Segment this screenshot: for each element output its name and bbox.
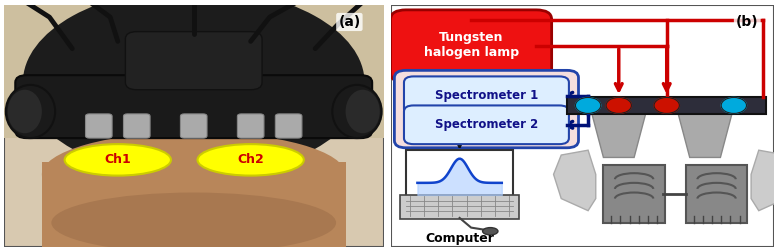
FancyBboxPatch shape xyxy=(391,10,552,82)
Bar xyxy=(4,5,384,138)
Text: Spectrometer 1: Spectrometer 1 xyxy=(435,89,538,102)
FancyBboxPatch shape xyxy=(237,114,264,138)
Ellipse shape xyxy=(23,0,365,177)
Text: Spectrometer 2: Spectrometer 2 xyxy=(435,118,538,131)
FancyBboxPatch shape xyxy=(180,114,207,138)
Ellipse shape xyxy=(332,85,382,138)
FancyBboxPatch shape xyxy=(275,114,302,138)
Circle shape xyxy=(654,98,679,113)
Ellipse shape xyxy=(482,228,498,235)
FancyBboxPatch shape xyxy=(404,105,569,144)
Polygon shape xyxy=(554,150,596,211)
Circle shape xyxy=(721,98,747,113)
Ellipse shape xyxy=(198,144,304,176)
FancyBboxPatch shape xyxy=(16,75,372,138)
Text: Tungsten
halogen lamp: Tungsten halogen lamp xyxy=(423,31,519,59)
Text: Computer: Computer xyxy=(425,232,494,245)
Bar xyxy=(604,165,664,223)
Circle shape xyxy=(606,98,632,113)
Bar xyxy=(42,162,345,247)
Bar xyxy=(567,97,766,114)
Ellipse shape xyxy=(42,132,345,217)
FancyBboxPatch shape xyxy=(406,150,513,201)
Ellipse shape xyxy=(5,85,55,138)
FancyBboxPatch shape xyxy=(404,76,569,115)
Bar xyxy=(686,165,747,223)
Ellipse shape xyxy=(51,193,336,252)
Text: (a): (a) xyxy=(338,15,360,29)
Ellipse shape xyxy=(65,144,171,176)
Text: Ch2: Ch2 xyxy=(237,153,264,166)
Text: (b): (b) xyxy=(736,15,759,29)
FancyBboxPatch shape xyxy=(125,32,262,90)
Polygon shape xyxy=(592,114,646,158)
FancyBboxPatch shape xyxy=(394,70,579,148)
Ellipse shape xyxy=(345,90,380,133)
Polygon shape xyxy=(678,114,732,158)
FancyBboxPatch shape xyxy=(400,195,519,219)
Ellipse shape xyxy=(8,90,42,133)
FancyBboxPatch shape xyxy=(124,114,150,138)
Polygon shape xyxy=(751,150,778,211)
FancyBboxPatch shape xyxy=(86,114,112,138)
Circle shape xyxy=(576,98,601,113)
Text: Ch1: Ch1 xyxy=(104,153,131,166)
